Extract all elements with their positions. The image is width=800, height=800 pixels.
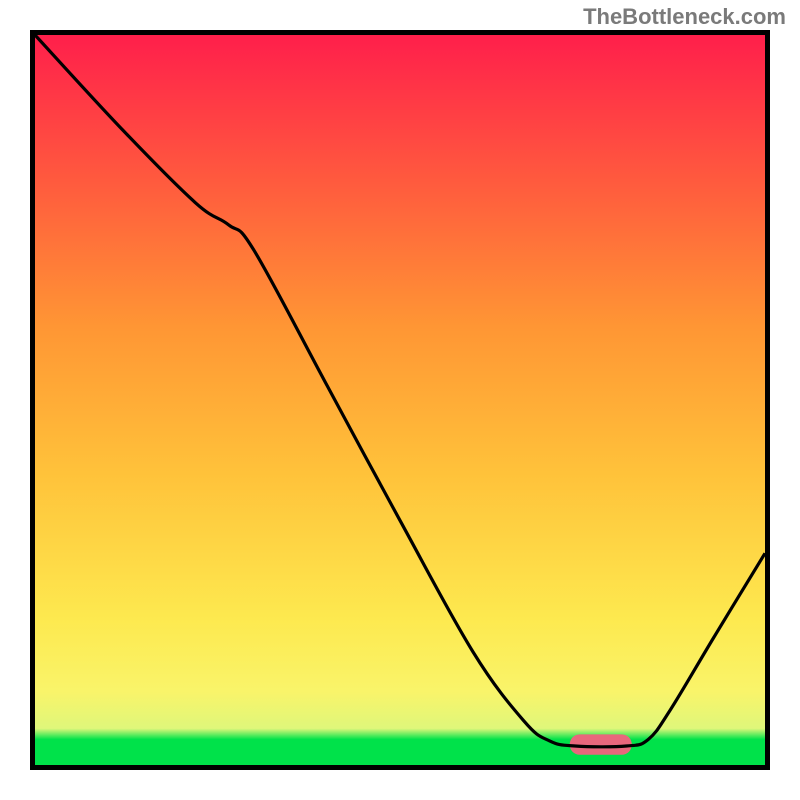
optimal-range-marker xyxy=(570,734,632,754)
chart-svg xyxy=(35,35,765,765)
watermark-label: TheBottleneck.com xyxy=(583,4,786,30)
chart-container: TheBottleneck.com xyxy=(0,0,800,800)
chart-frame xyxy=(30,30,770,770)
gradient-background xyxy=(35,35,765,765)
